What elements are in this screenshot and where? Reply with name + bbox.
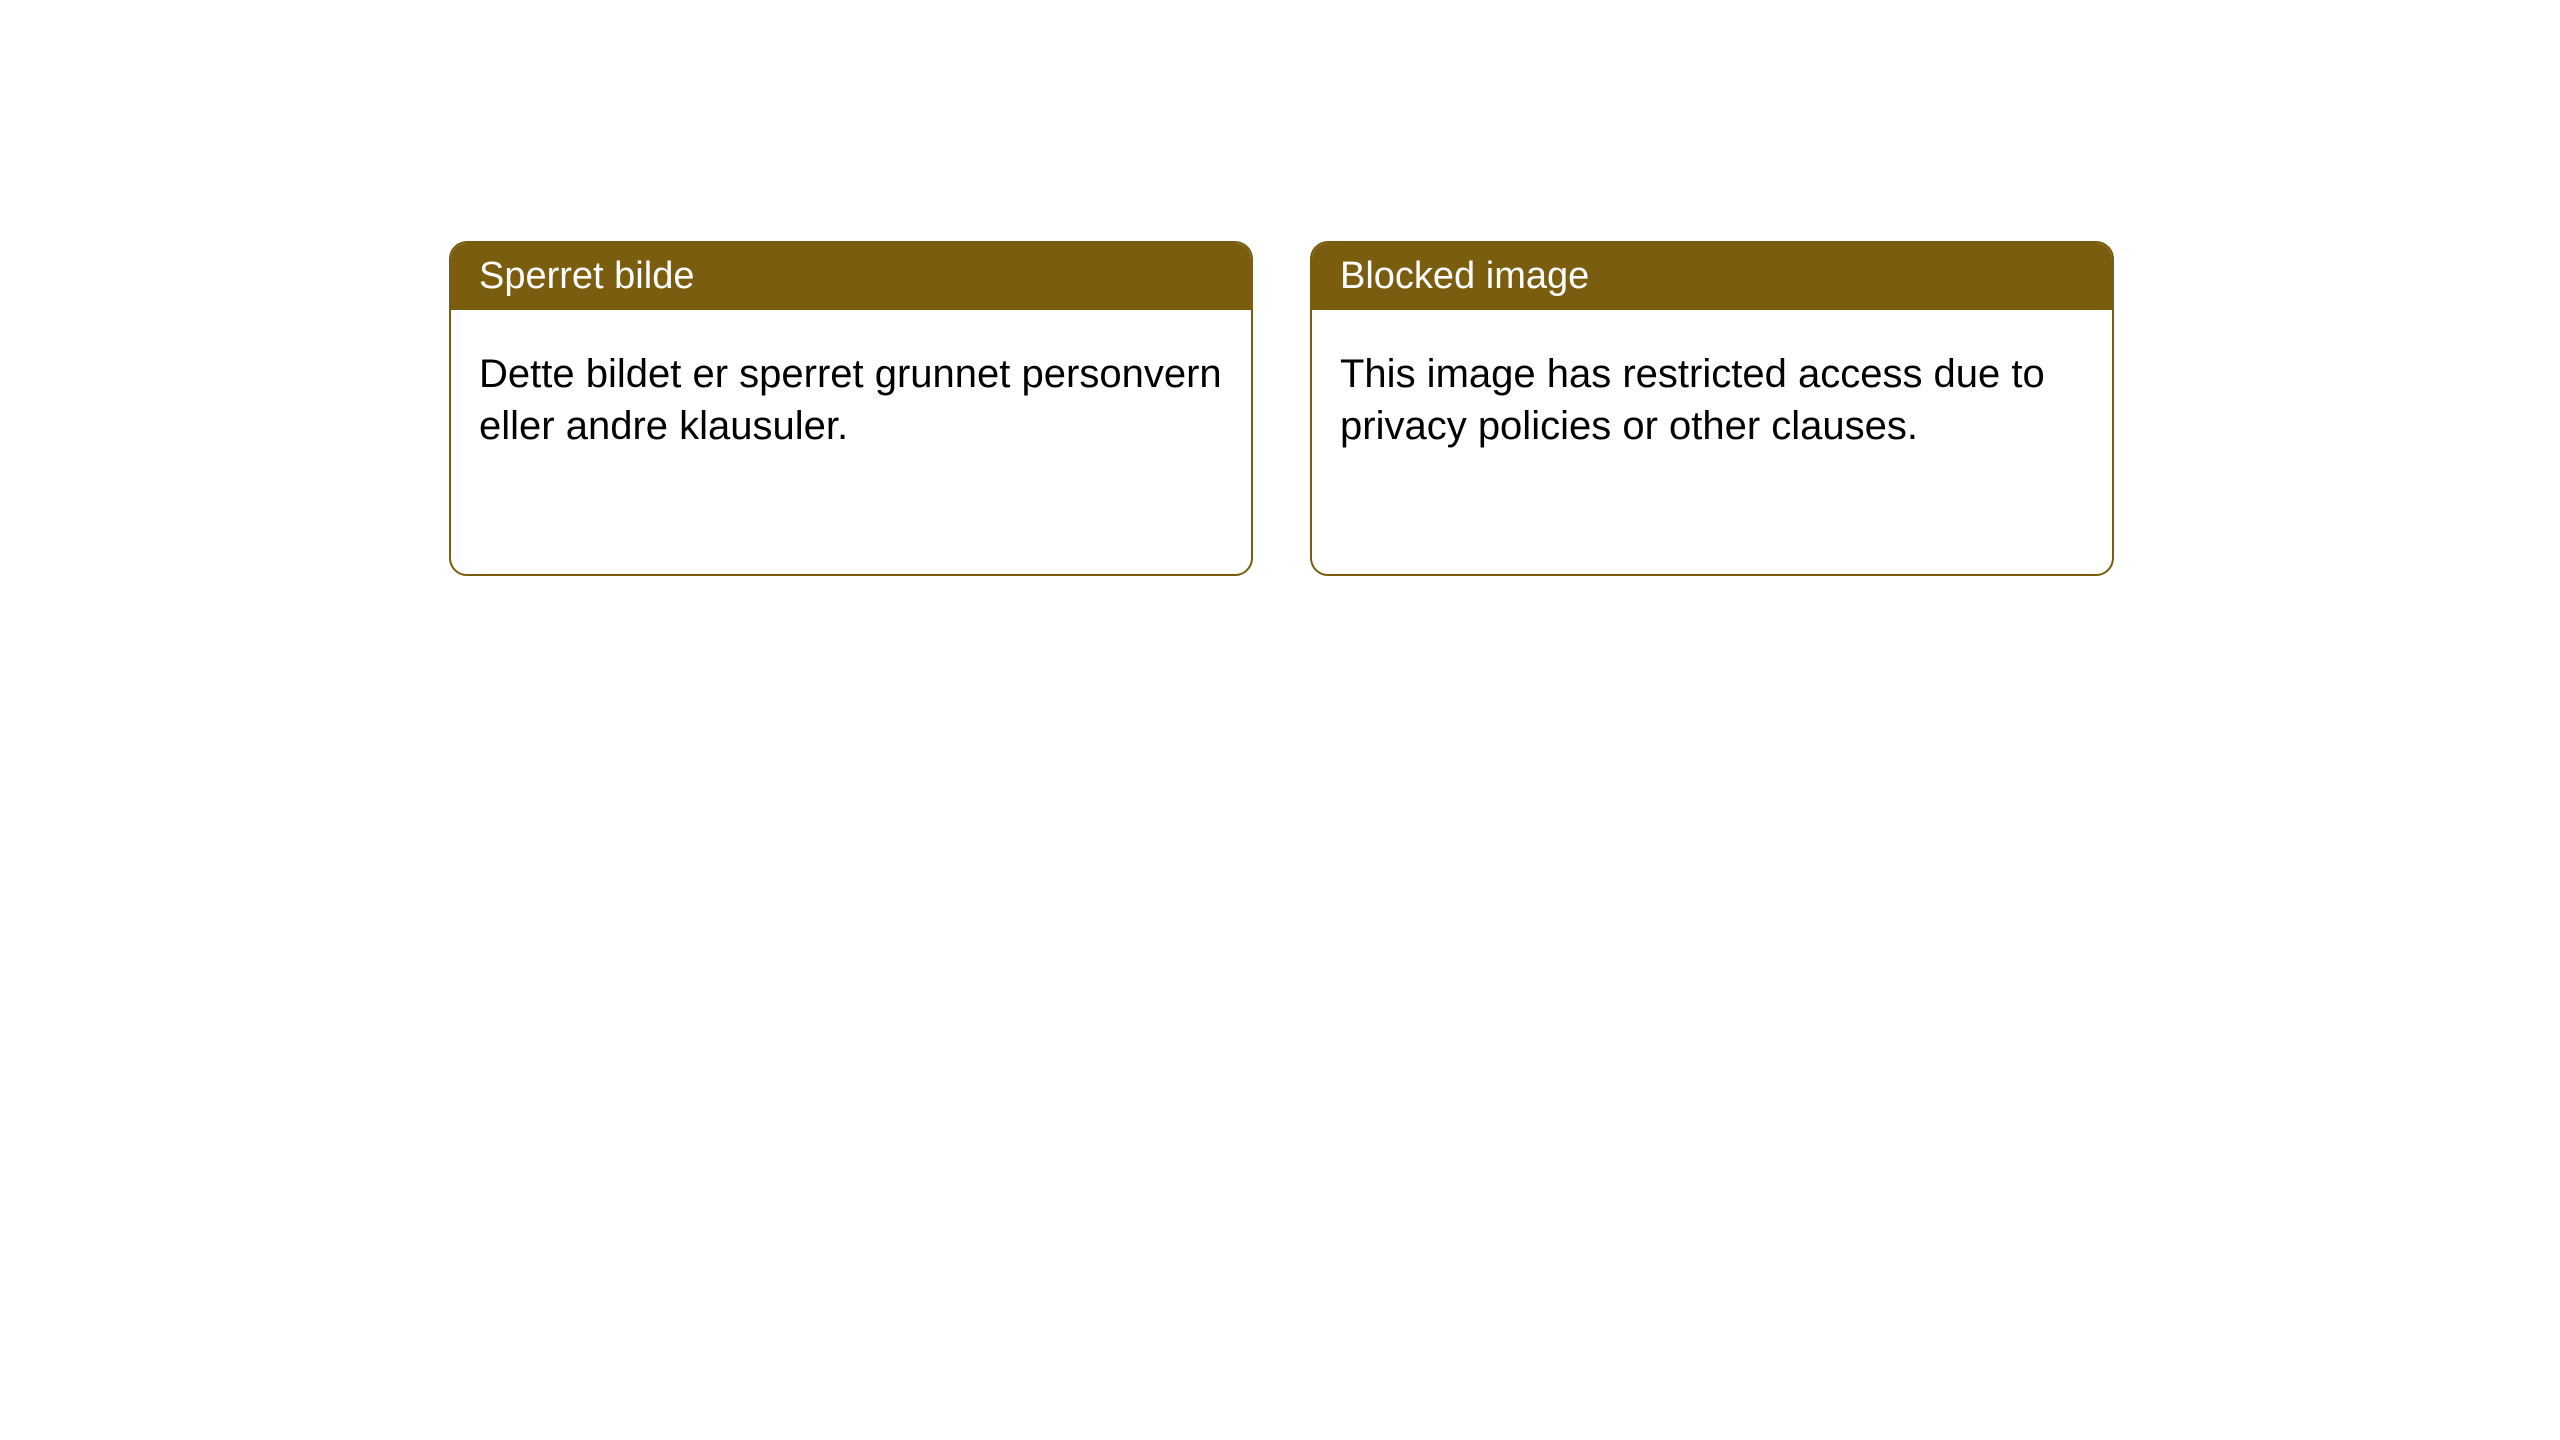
panel-body-en: This image has restricted access due to … (1312, 310, 2112, 490)
panel-body-no: Dette bildet er sperret grunnet personve… (451, 310, 1251, 490)
panel-title-en: Blocked image (1340, 255, 1589, 297)
blocked-image-panel-en: Blocked image This image has restricted … (1310, 241, 2114, 576)
blocked-image-panels: Sperret bilde Dette bildet er sperret gr… (449, 241, 2114, 576)
blocked-image-panel-no: Sperret bilde Dette bildet er sperret gr… (449, 241, 1253, 576)
panel-text-en: This image has restricted access due to … (1340, 352, 2045, 448)
panel-header-en: Blocked image (1312, 243, 2112, 310)
panel-header-no: Sperret bilde (451, 243, 1251, 310)
panel-text-no: Dette bildet er sperret grunnet personve… (479, 352, 1222, 448)
panel-title-no: Sperret bilde (479, 255, 694, 297)
